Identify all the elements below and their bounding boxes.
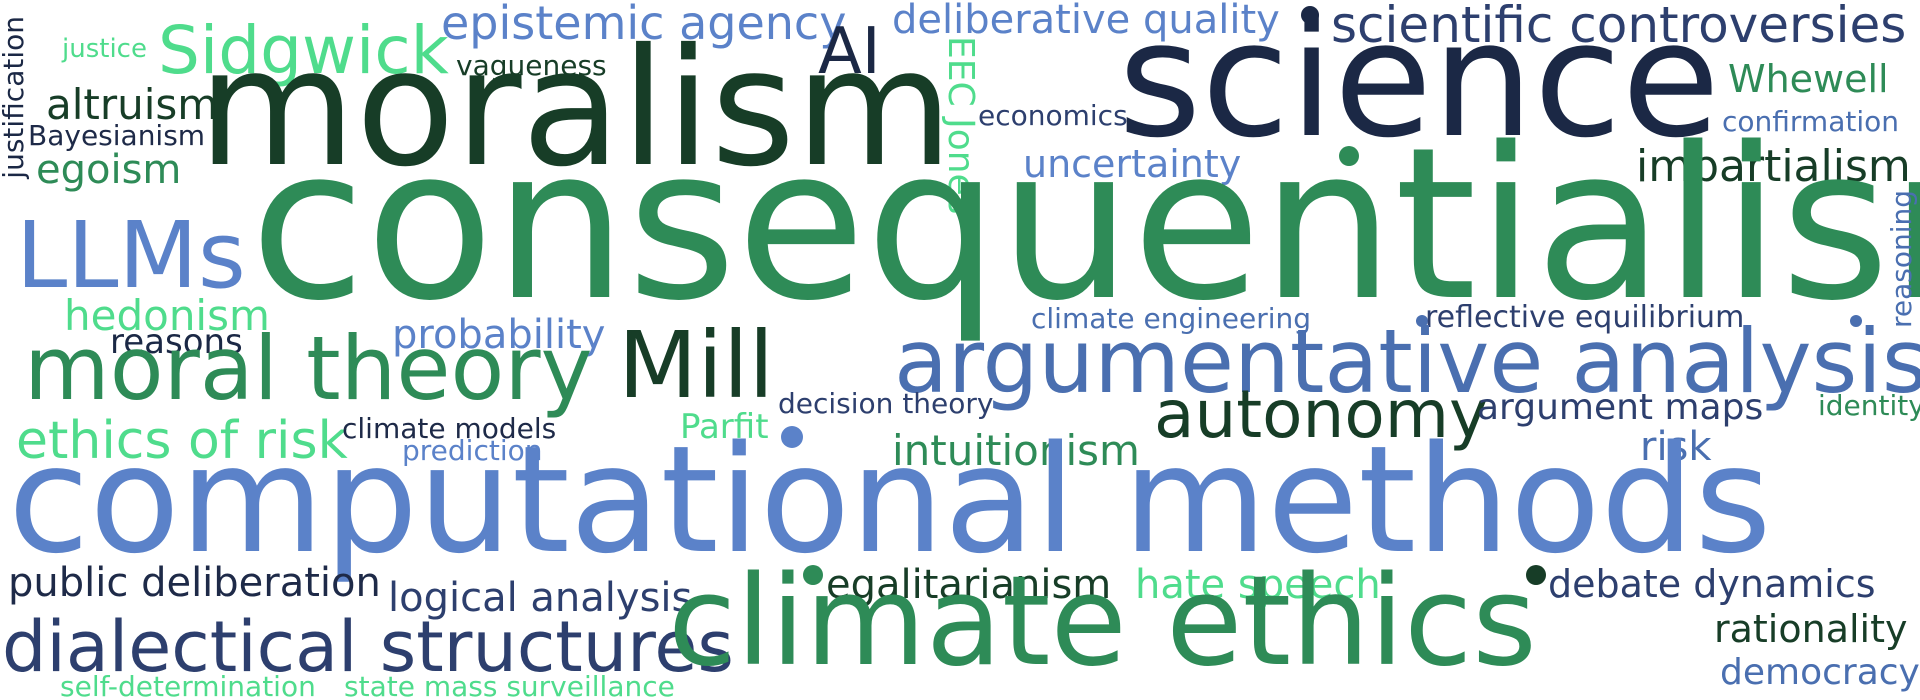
word-mill: Mill: [618, 312, 775, 419]
word-egalitarianism: egalitarianism: [826, 562, 1112, 608]
green-dot: [1339, 146, 1359, 166]
word-logical-analysis: logical analysis: [388, 575, 693, 621]
word-public-deliberation: public deliberation: [8, 560, 381, 606]
word-hate-speech: hate speech: [1135, 562, 1381, 608]
word-climate-ethics: climate ethics: [668, 550, 1537, 694]
word-reflective-equilibrium: reflective equilibrium: [1425, 300, 1745, 335]
word-risk: risk: [1640, 424, 1712, 470]
word-altruism: altruism: [46, 80, 219, 129]
word-bayesianism: Bayesianism: [28, 119, 206, 152]
word-confirmation: confirmation: [1722, 105, 1899, 138]
navy-dot: [1301, 6, 1319, 24]
word-ethics-of-risk: ethics of risk: [16, 411, 348, 471]
word-hedonism: hedonism: [64, 291, 270, 340]
word-prediction: prediction: [402, 434, 543, 467]
word-justification: justification: [0, 16, 30, 179]
word-computational-methods: computational methods: [8, 414, 1772, 586]
word-debate-dynamics: debate dynamics: [1548, 562, 1876, 606]
word-llms: LLMs: [16, 202, 246, 309]
word-scientific-controversies: scientific controversies: [1331, 0, 1907, 54]
word-climate-engineering: climate engineering: [1031, 302, 1312, 335]
word-whewell: Whewell: [1728, 57, 1889, 101]
word-identity: identity: [1818, 389, 1920, 422]
word-climate-models: climate models: [342, 412, 557, 445]
word-decision-theory: decision theory: [778, 387, 994, 420]
word-reasoning: reasoning: [1885, 190, 1918, 329]
word-intuitionism: intuitionism: [892, 426, 1140, 475]
word-state-mass-surveillance: state mass surveillance: [344, 670, 675, 700]
word-impartialism: impartialism: [1636, 141, 1911, 192]
word-rationality: rationality: [1714, 607, 1908, 651]
word-moralism: moralism: [198, 15, 954, 203]
word-economics: economics: [978, 99, 1128, 132]
green-dot: [803, 565, 823, 585]
word-argument-maps: argument maps: [1477, 387, 1764, 428]
word-uncertainty: uncertainty: [1023, 142, 1242, 186]
word-reasons: reasons: [110, 322, 243, 362]
word-parfit: Parfit: [680, 407, 769, 447]
word-epistemic-agency: epistemic agency: [441, 0, 847, 50]
word-self-determination: self-determination: [60, 670, 316, 700]
word-moral-theory: moral theory: [24, 317, 593, 420]
word-dialectical-structures: dialectical structures: [2, 606, 734, 688]
word-autonomy: autonomy: [1154, 376, 1489, 453]
word-deliberative-quality: deliberative quality: [892, 0, 1280, 43]
blue-dot: [1850, 315, 1862, 327]
green-dot: [1526, 565, 1546, 585]
word-justice: justice: [62, 34, 147, 64]
blue-dot: [1416, 315, 1428, 327]
blue-dot: [781, 426, 803, 448]
word-egoism: egoism: [36, 147, 182, 193]
word-democracy: democracy: [1720, 652, 1920, 693]
word-ai: AI: [818, 15, 881, 89]
word-probability: probability: [392, 312, 606, 358]
word-consequentialism: consequentialism: [250, 102, 1920, 347]
word-argumentative-analysis: argumentative analysis: [894, 310, 1920, 413]
word-sidgwick: Sidgwick: [158, 12, 449, 89]
word-science: science: [1118, 0, 1721, 173]
word-vagueness: vagueness: [456, 49, 607, 82]
